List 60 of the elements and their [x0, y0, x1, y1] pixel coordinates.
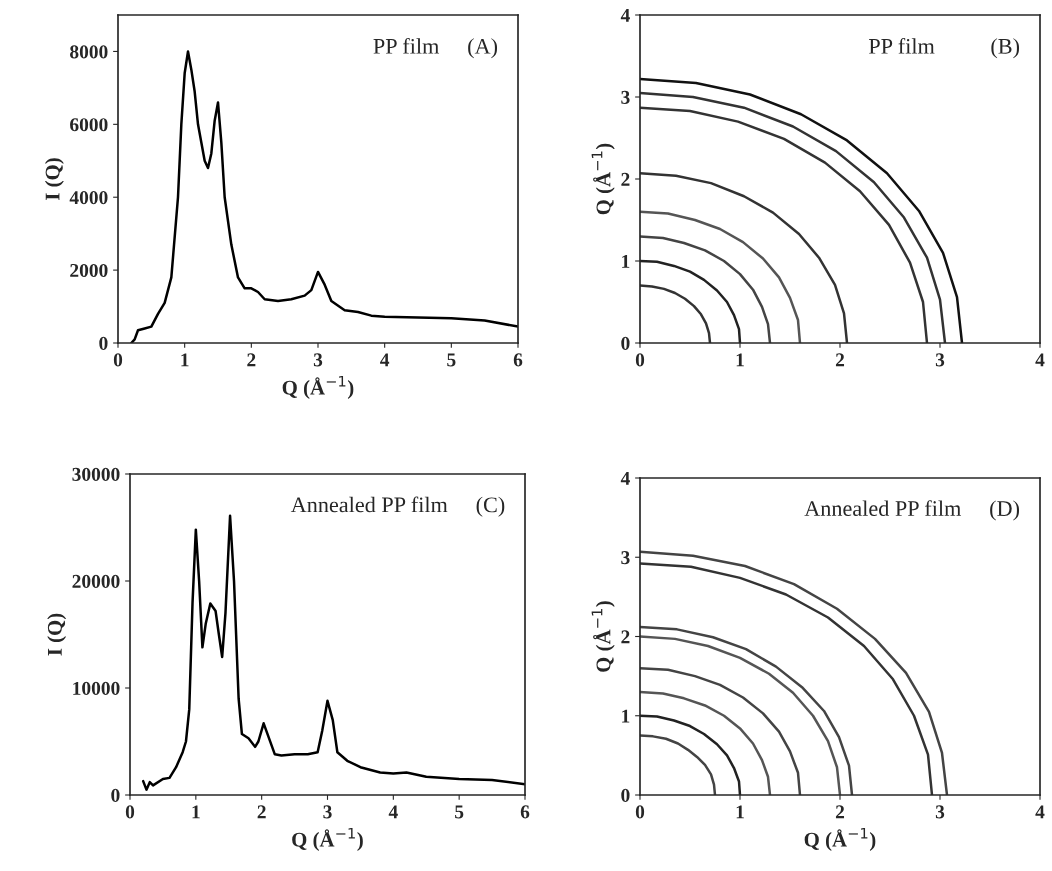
y-tick-label: 6000 [70, 118, 108, 132]
y-axis-title: Q (Å$^{−1}$) [591, 143, 615, 215]
x-tick-label: 4 [380, 353, 390, 367]
y-axis-title: I (Q) [44, 158, 64, 200]
x-tick-label: 0 [125, 805, 135, 819]
line-series [640, 734, 717, 795]
y-tick-label: 2 [621, 172, 630, 186]
x-tick-label: 6 [520, 805, 530, 819]
y-tick-label: 2 [621, 630, 630, 644]
y-tick-label: 3 [621, 90, 630, 104]
y-tick-label: 2000 [70, 263, 108, 278]
x-axis-title: Q (Å$^{−1}$) [292, 827, 363, 851]
line-series [640, 235, 772, 343]
y-tick-label: 0 [99, 336, 108, 350]
x-tick-label: 0 [635, 353, 645, 367]
x-tick-label: 6 [513, 353, 523, 367]
x-tick-label: 0 [635, 805, 645, 819]
x-tick-label: 4 [1035, 805, 1045, 819]
line-series [640, 284, 712, 343]
line-series [640, 690, 772, 795]
y-tick-label: 4 [620, 8, 630, 22]
x-tick-label: 4 [388, 805, 398, 819]
y-tick-label: 8000 [70, 45, 108, 59]
annotation: Annealed PP film (C) [290, 496, 505, 517]
y-tick-label: 3 [621, 551, 630, 565]
y-axis-title: Q (Å$^{−1}$) [591, 601, 615, 672]
x-tick-label: 2 [257, 805, 266, 819]
x-tick-label: 3 [323, 805, 332, 819]
y-axis-title: I (Q) [47, 613, 67, 656]
y-tick-label: 30000 [72, 467, 120, 481]
y-tick-label: 1 [622, 254, 630, 268]
y-tick-label: 0 [621, 336, 630, 350]
y-tick-label: 10000 [73, 681, 120, 695]
x-tick-label: 5 [455, 805, 464, 819]
annotation: PP film (A) [373, 37, 498, 59]
line-series [640, 666, 802, 795]
y-tick-label: 0 [621, 788, 630, 802]
annotation: PP film (B) [868, 37, 1020, 59]
annotation: Annealed PP film (D) [804, 500, 1020, 521]
x-tick-label: 2 [835, 353, 845, 367]
y-tick-label: 1 [622, 709, 630, 723]
x-tick-label: 5 [447, 353, 456, 367]
y-tick-label: 0 [111, 788, 120, 802]
x-axis-title: Q (Å$^{−1}$) [804, 827, 876, 851]
x-tick-label: 3 [313, 353, 323, 367]
x-tick-label: 2 [247, 353, 256, 367]
x-tick-label: 1 [181, 353, 189, 367]
x-tick-label: 1 [736, 805, 744, 819]
line-series [640, 210, 802, 343]
x-axis-title: Q (Å$^{−1}$) [282, 375, 354, 399]
x-tick-label: 4 [1035, 353, 1045, 367]
x-tick-label: 1 [736, 353, 744, 367]
x-tick-label: 1 [192, 805, 200, 819]
y-tick-label: 4000 [69, 191, 108, 205]
x-tick-label: 3 [935, 353, 945, 367]
y-tick-label: 4 [620, 471, 630, 485]
y-tick-label: 20000 [72, 574, 120, 588]
x-tick-label: 3 [935, 805, 945, 819]
x-tick-label: 2 [835, 805, 845, 819]
line-series [640, 172, 849, 343]
